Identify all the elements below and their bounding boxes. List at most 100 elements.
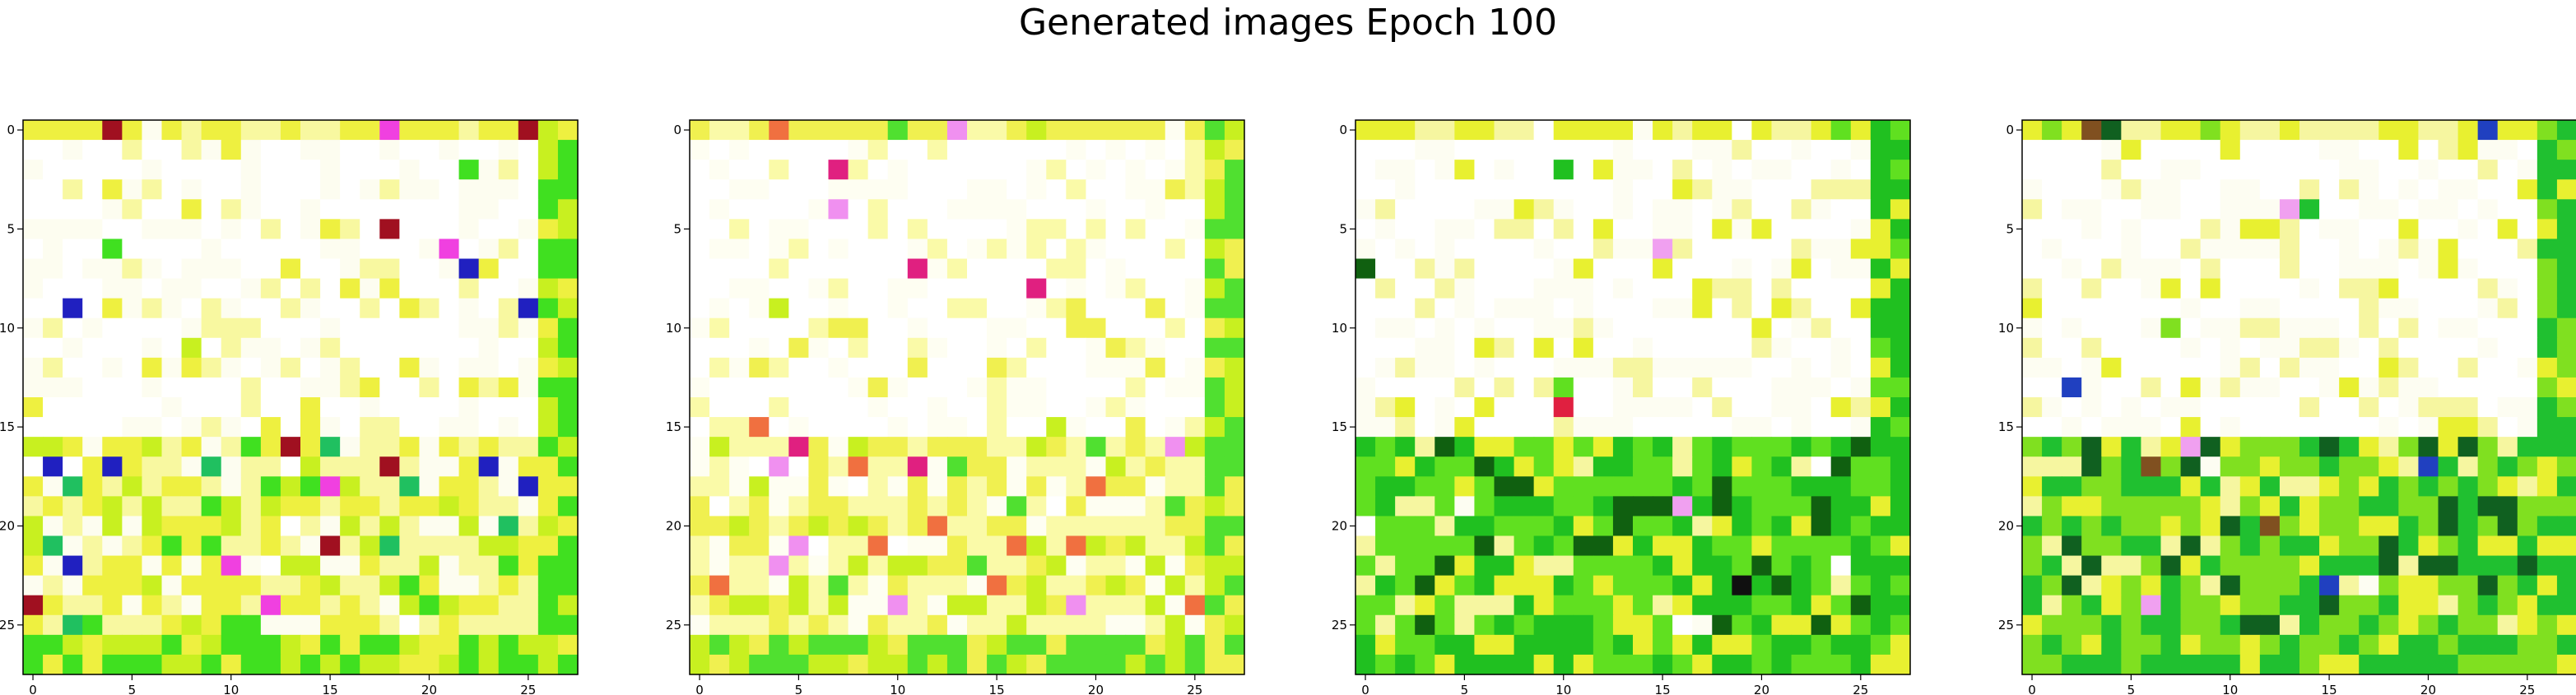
pixel-cell bbox=[1850, 535, 1872, 557]
pixel-cell bbox=[2339, 337, 2360, 359]
pixel-cell bbox=[1184, 555, 1206, 577]
pixel-cell bbox=[1474, 417, 1495, 438]
pixel-cell bbox=[2121, 555, 2142, 577]
pixel-cell bbox=[1712, 219, 1732, 240]
pixel-cell bbox=[300, 278, 321, 299]
pixel-cell bbox=[2517, 555, 2538, 577]
pixel-cell bbox=[478, 278, 500, 299]
pixel-cell bbox=[498, 239, 519, 260]
pixel-cell bbox=[2536, 140, 2558, 160]
pixel-cell bbox=[161, 120, 183, 141]
pixel-cell bbox=[518, 179, 539, 200]
pixel-cell bbox=[82, 654, 103, 675]
pixel-cell bbox=[181, 337, 202, 359]
pixel-cell bbox=[2359, 476, 2379, 497]
pixel-cell bbox=[1046, 258, 1067, 280]
pixel-cell bbox=[2141, 555, 2162, 577]
pixel-cell bbox=[1375, 317, 1396, 339]
pixel-cell bbox=[2517, 595, 2538, 616]
pixel-cell bbox=[82, 437, 103, 457]
pixel-cell bbox=[1007, 555, 1027, 577]
pixel-cell bbox=[788, 258, 810, 280]
pixel-cell bbox=[2259, 337, 2281, 359]
pixel-cell bbox=[340, 317, 360, 339]
pixel-cell bbox=[2457, 278, 2479, 299]
pixel-cell bbox=[1692, 298, 1713, 319]
pixel-cell bbox=[887, 357, 909, 378]
pixel-cell bbox=[1494, 417, 1515, 438]
pixel-cell bbox=[1633, 654, 1653, 675]
pixel-cell bbox=[1007, 456, 1027, 477]
pixel-cell bbox=[867, 437, 889, 457]
pixel-cell bbox=[1791, 516, 1812, 537]
pixel-cell bbox=[1751, 258, 1773, 280]
pixel-cell bbox=[1712, 397, 1732, 418]
pixel-cell bbox=[23, 437, 44, 457]
pixel-cell bbox=[1732, 337, 1753, 359]
pixel-cell bbox=[2081, 258, 2102, 280]
pixel-cell bbox=[2279, 397, 2300, 418]
pixel-cell bbox=[1533, 555, 1555, 577]
pixel-cell bbox=[2457, 417, 2479, 438]
pixel-cell bbox=[2160, 239, 2182, 260]
pixel-cell bbox=[1573, 337, 1594, 359]
pixel-cell bbox=[1355, 258, 1376, 280]
pixel-cell bbox=[2101, 476, 2122, 497]
pixel-cell bbox=[379, 239, 400, 260]
pixel-cell bbox=[320, 476, 341, 497]
pixel-cell bbox=[729, 555, 750, 577]
pixel-cell bbox=[690, 575, 710, 596]
pixel-cell bbox=[478, 140, 500, 160]
pixel-cell bbox=[2022, 160, 2043, 180]
pixel-cell bbox=[1474, 278, 1495, 299]
pixel-cell bbox=[439, 535, 460, 557]
pixel-cell bbox=[1204, 397, 1225, 418]
y-tick-label: 25 bbox=[666, 618, 681, 632]
pixel-cell bbox=[1066, 199, 1087, 220]
pixel-cell bbox=[907, 535, 928, 557]
pixel-cell bbox=[2536, 337, 2558, 359]
pixel-cell bbox=[848, 140, 869, 160]
pixel-cell bbox=[419, 357, 440, 378]
pixel-cell bbox=[102, 614, 123, 636]
pixel-cell bbox=[181, 417, 202, 438]
pixel-cell bbox=[2042, 456, 2062, 477]
pixel-cell bbox=[2536, 377, 2558, 398]
pixel-cell bbox=[690, 337, 710, 359]
pixel-cell bbox=[300, 397, 321, 418]
pixel-cell bbox=[2279, 140, 2300, 160]
pixel-cell bbox=[2062, 614, 2082, 636]
pixel-cell bbox=[2497, 437, 2518, 457]
pixel-cell bbox=[1375, 614, 1396, 636]
pixel-cell bbox=[1395, 614, 1416, 636]
pixel-cell bbox=[478, 337, 500, 359]
pixel-cell bbox=[690, 437, 710, 457]
pixel-cell bbox=[2042, 516, 2062, 537]
pixel-cell bbox=[1375, 634, 1396, 656]
pixel-cell bbox=[2180, 496, 2202, 517]
pixel-cell bbox=[63, 337, 83, 359]
pixel-cell bbox=[419, 219, 440, 240]
pixel-cell bbox=[1026, 595, 1047, 616]
pixel-cell bbox=[1672, 140, 1693, 160]
pixel-cell bbox=[887, 535, 909, 557]
pixel-cell bbox=[1672, 239, 1693, 260]
pixel-cell bbox=[102, 575, 123, 596]
pixel-cell bbox=[1751, 239, 1773, 260]
pixel-cell bbox=[1514, 456, 1535, 477]
pixel-cell bbox=[1850, 634, 1872, 656]
pixel-cell bbox=[2457, 654, 2479, 675]
pixel-cell bbox=[498, 476, 519, 497]
pixel-cell bbox=[887, 516, 909, 537]
pixel-cell bbox=[1830, 239, 1852, 260]
pixel-cell bbox=[1165, 160, 1186, 180]
pixel-cell bbox=[828, 535, 849, 557]
pixel-cell bbox=[1105, 397, 1127, 418]
pixel-cell bbox=[1494, 239, 1515, 260]
pixel-cell bbox=[1553, 298, 1574, 319]
pixel-cell bbox=[102, 199, 123, 220]
pixel-cell bbox=[240, 516, 262, 537]
pixel-cell bbox=[2339, 298, 2360, 319]
pixel-cell bbox=[1850, 476, 1872, 497]
pixel-cell bbox=[2279, 278, 2300, 299]
